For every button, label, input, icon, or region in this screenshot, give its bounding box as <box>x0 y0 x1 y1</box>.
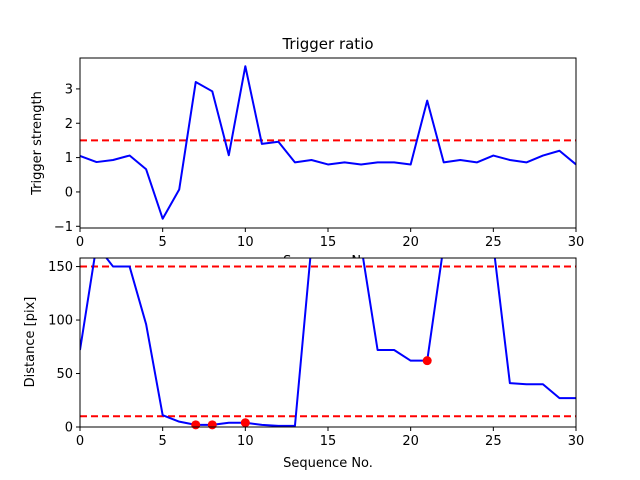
data-point-marker <box>422 356 432 366</box>
data-point-marker <box>207 420 217 430</box>
x-tick-label: 0 <box>76 434 84 449</box>
y-tick-label: 100 <box>48 314 73 329</box>
y-tick-label: 0 <box>65 421 73 436</box>
x-tick-label: 25 <box>485 434 502 449</box>
series-line <box>80 258 576 427</box>
y-axis-label: Trigger strength <box>30 91 45 196</box>
y-tick-label: 1 <box>65 151 73 166</box>
y-tick-label: 150 <box>48 260 73 275</box>
distance-chart: 0 5 10 15 20 25 30 0 50 100 150 Sequence No. Dist… <box>23 257 585 471</box>
x-tick-label: 15 <box>320 434 337 449</box>
data-point-marker <box>191 420 201 430</box>
series-line <box>80 65 576 220</box>
x-tick-label: 5 <box>159 434 167 449</box>
x-tick-label: 0 <box>76 235 84 250</box>
chart-title: Trigger ratio <box>281 35 373 53</box>
y-tick-label: 50 <box>56 367 73 382</box>
data-point-marker <box>240 418 250 428</box>
x-axis-label: Sequence No. <box>283 456 373 471</box>
x-tick-label: 10 <box>237 434 254 449</box>
plot-frame <box>79 57 577 229</box>
x-tick-label: 5 <box>159 235 167 250</box>
x-tick-label: 15 <box>320 235 337 250</box>
y-tick-label: 2 <box>65 117 73 132</box>
y-tick-label: 0 <box>65 185 73 200</box>
x-tick-label: 10 <box>237 235 254 250</box>
y-tick-label: 3 <box>65 82 73 97</box>
y-tick-label: −1 <box>54 220 73 235</box>
x-tick-label: 30 <box>568 434 585 449</box>
x-tick-label: 25 <box>485 235 502 250</box>
y-axis-label: Distance [pix] <box>23 297 38 388</box>
x-tick-label: 20 <box>402 434 419 449</box>
x-tick-label: 20 <box>402 235 419 250</box>
x-tick-label: 30 <box>568 235 585 250</box>
plot-background <box>80 258 576 427</box>
